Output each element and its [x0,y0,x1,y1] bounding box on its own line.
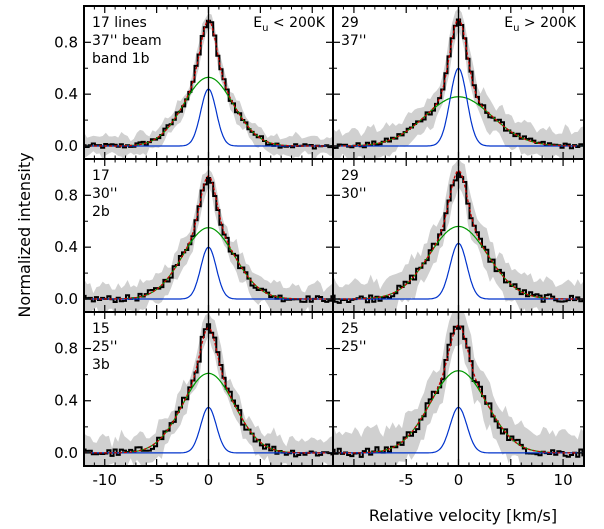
y-tick-label: 0.4 [54,238,78,256]
panel-annotation: 15 [92,321,110,337]
x-tick-label: -10 [93,471,118,489]
y-tick-label: 0.8 [54,33,78,51]
y-tick-label: 0.0 [54,137,78,155]
x-tick-label: 0 [454,471,464,489]
panel-annotation: 29 [341,15,359,31]
y-tick-label: 0.0 [54,444,78,462]
column-label: Eu > 200K [504,15,577,34]
panel-annotation: 17 lines [92,15,147,31]
x-tick-label: -5 [399,471,414,489]
x-tick-label: 5 [506,471,516,489]
panel-annotation: 2b [92,204,110,220]
x-axis-label: Relative velocity [km/s] [369,506,557,525]
uncertainty-band [84,169,333,312]
panel-annotation: 3b [92,357,110,373]
panel-1: 29 37'' Eu > 200K [332,5,585,160]
total-fit [333,170,584,300]
y-tick-label: 0.8 [54,186,78,204]
panel-4: 0.0 0.4 0.8 -10 -5 0 5 15 25'' 3b [54,311,334,489]
panel-annotation: 25'' [92,339,118,355]
panel-annotation: 25 [341,321,359,337]
x-tick-label: 5 [256,471,266,489]
panel-5: -5 0 5 10 25 25'' [332,311,585,489]
panel-annotation: 29 [341,168,359,184]
y-tick-label: 0.4 [54,85,78,103]
column-label-sub: u [262,23,268,34]
column-label-rest: < 200K [268,15,325,31]
column-label-rest: > 200K [519,15,576,31]
x-tick-label: 10 [554,471,573,489]
y-tick-label: 0.4 [54,392,78,410]
panel-0: 0.0 0.4 0.8 17 lines 37'' beam band 1b Eu < 20… [54,5,334,160]
y-tick-label: 0.0 [54,290,78,308]
total-fit [333,324,584,454]
panel-2: 0.0 0.4 0.8 17 30'' 2b [54,158,334,313]
column-label-sub: u [513,23,519,34]
x-tick-label: -5 [149,471,164,489]
panel-annotation: 37'' beam [92,33,162,49]
panels-group: 0.0 0.4 0.8 17 lines 37'' beam band 1b Eu < 20… [54,5,585,489]
y-axis-label: Normalized intensity [15,152,34,317]
panel-annotation: 17 [92,168,110,184]
observed-spectrum [84,323,333,458]
column-label-main: E [504,15,513,31]
panel-annotation: band 1b [92,51,150,67]
x-tick-label: 0 [204,471,214,489]
panel-annotation: 30'' [341,186,367,202]
column-label-main: E [253,15,262,31]
uncertainty-band [333,312,584,466]
column-label: Eu < 200K [253,15,326,34]
panel-annotation: 37'' [341,33,367,49]
panel-3: 29 30'' [332,158,585,313]
uncertainty-band [333,159,584,312]
panel-annotation: 30'' [92,186,118,202]
y-tick-label: 0.8 [54,340,78,358]
panel-annotation: 25'' [341,339,367,355]
